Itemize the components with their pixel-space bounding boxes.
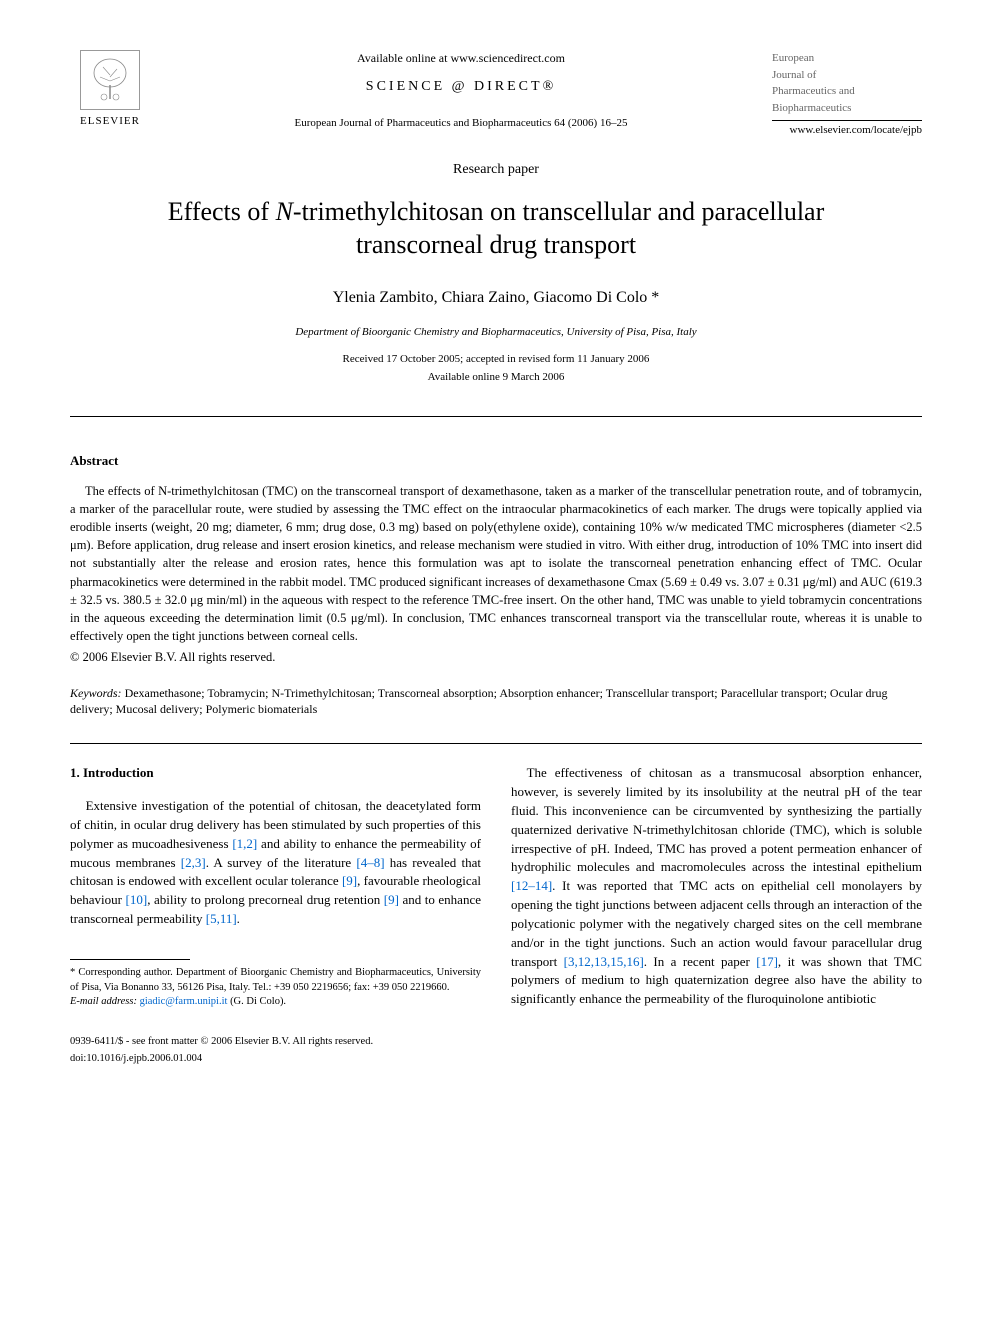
ref-link[interactable]: [17] [756,954,778,969]
available-date: Available online 9 March 2006 [70,370,922,385]
intro-paragraph-2: The effectiveness of chitosan as a trans… [511,764,922,1009]
left-column: 1. Introduction Extensive investigation … [70,764,481,1010]
elsevier-label: ELSEVIER [80,114,140,129]
paper-type: Research paper [70,160,922,180]
journal-box-container: European Journal of Pharmaceutics and Bi… [772,50,922,138]
ref-link[interactable]: [9] [384,892,399,907]
keywords: Keywords: Dexamethasone; Tobramycin; N-T… [70,685,922,719]
corresponding-author: * Corresponding author. Department of Bi… [70,966,481,995]
copyright: © 2006 Elsevier B.V. All rights reserved… [70,649,922,667]
journal-reference: European Journal of Pharmaceutics and Bi… [170,116,752,131]
footer-line-1: 0939-6411/$ - see front matter © 2006 El… [70,1035,922,1050]
intro-heading: 1. Introduction [70,764,481,783]
two-column-body: 1. Introduction Extensive investigation … [70,764,922,1010]
paper-title: Effects of N-trimethylchitosan on transc… [70,195,922,263]
ref-link[interactable]: [2,3] [181,855,206,870]
received-date: Received 17 October 2005; accepted in re… [70,352,922,367]
ref-link[interactable]: [1,2] [232,836,257,851]
journal-box-line: Biopharmaceutics [772,100,922,117]
email-link[interactable]: giadic@farm.unipi.it [137,996,227,1007]
right-column: The effectiveness of chitosan as a trans… [511,764,922,1010]
footer-line-2: doi:10.1016/j.ejpb.2006.01.004 [70,1052,922,1067]
elsevier-tree-icon [80,50,140,110]
affiliation: Department of Bioorganic Chemistry and B… [70,325,922,340]
journal-box: European Journal of Pharmaceutics and Bi… [772,50,922,116]
science-direct-logo: SCIENCE @ DIRECT® [170,77,752,97]
abstract-heading: Abstract [70,452,922,470]
intro-paragraph-1: Extensive investigation of the potential… [70,797,481,929]
email-footnote: E-mail address: giadic@farm.unipi.it (G.… [70,995,481,1010]
abstract-text: The effects of N-trimethylchitosan (TMC)… [70,482,922,645]
ref-link[interactable]: [4–8] [356,855,384,870]
ref-link[interactable]: [5,11] [206,911,237,926]
authors: Ylenia Zambito, Chiara Zaino, Giacomo Di… [70,287,922,309]
header-row: ELSEVIER Available online at www.science… [70,50,922,140]
journal-box-line: Journal of [772,67,922,84]
ref-link[interactable]: [12–14] [511,878,552,893]
elsevier-logo: ELSEVIER [70,50,150,140]
journal-url: www.elsevier.com/locate/ejpb [772,120,922,138]
email-label: E-mail address: [70,996,137,1007]
divider [70,416,922,417]
section-divider [70,743,922,744]
ref-link[interactable]: [9] [342,873,357,888]
center-header: Available online at www.sciencedirect.co… [150,50,772,132]
available-online: Available online at www.sciencedirect.co… [170,50,752,67]
footnote-divider [70,959,190,960]
ref-link[interactable]: [3,12,13,15,16] [564,954,644,969]
ref-link[interactable]: [10] [126,892,148,907]
journal-box-line: Pharmaceutics and [772,83,922,100]
journal-box-line: European [772,50,922,67]
keywords-label: Keywords: [70,686,122,700]
keywords-text: Dexamethasone; Tobramycin; N-Trimethylch… [70,686,888,717]
